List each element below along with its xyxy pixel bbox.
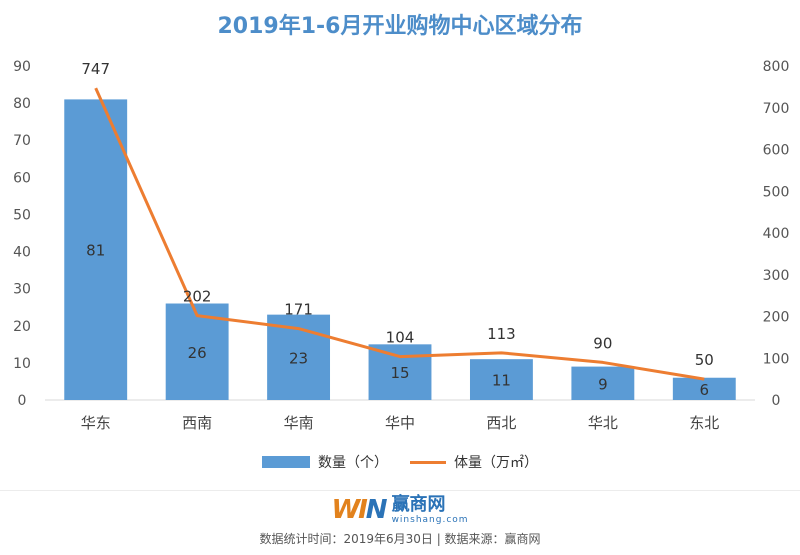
x-tick-label: 华中 [385, 414, 415, 432]
line-data-label: 104 [386, 329, 415, 347]
brand-logo: WIN 赢商网 winshang.com [0, 494, 800, 526]
bar-data-label: 81 [86, 242, 105, 260]
bar [64, 99, 128, 401]
line-data-label: 747 [81, 60, 110, 78]
chart-title: 2019年1-6月开业购物中心区域分布 [217, 14, 583, 39]
y-left-tick-label: 70 [13, 133, 31, 149]
y-left-tick-label: 90 [13, 59, 31, 75]
legend-swatch-line [410, 460, 446, 464]
y-right-tick-label: 800 [763, 59, 790, 75]
y-left-tick-label: 10 [13, 356, 31, 372]
y-right-tick-label: 0 [772, 393, 781, 409]
y-right-tick-label: 200 [763, 310, 790, 326]
x-tick-label: 华南 [284, 414, 314, 432]
y-left-tick-label: 60 [13, 170, 31, 186]
x-tick-label: 西南 [182, 414, 212, 432]
bar-data-label: 23 [289, 349, 308, 367]
legend-item-count: 数量（个） [262, 452, 388, 472]
line-data-label: 113 [487, 325, 516, 343]
bar-data-label: 6 [700, 381, 710, 399]
line-series [94, 87, 705, 381]
logo-subtitle: winshang.com [391, 515, 469, 525]
legend-item-area: 体量（万㎡） [410, 452, 538, 472]
y-left-tick-label: 30 [13, 282, 31, 298]
bar [672, 377, 736, 400]
legend: 数量（个） 体量（万㎡） [0, 452, 800, 472]
x-tick-label: 华北 [588, 414, 618, 432]
x-tick-label: 东北 [689, 414, 719, 432]
logo-mark-icon: WIN [331, 495, 387, 525]
y-right-tick-label: 500 [763, 184, 790, 200]
line-data-label: 171 [284, 301, 313, 319]
y-left-tick-label: 20 [13, 319, 31, 335]
bar [368, 344, 432, 400]
legend-label-count: 数量（个） [318, 455, 388, 471]
line-data-label: 202 [183, 288, 212, 306]
y-left-tick-label: 0 [18, 393, 27, 409]
y-right-tick-label: 300 [763, 268, 790, 284]
y-left-tick-label: 50 [13, 207, 31, 223]
bar [571, 366, 635, 400]
x-tick-label: 西北 [486, 414, 516, 432]
line-data-label: 50 [695, 351, 714, 369]
y-right-tick-label: 600 [763, 143, 790, 159]
bar-data-label: 26 [188, 344, 207, 362]
y-left-tick-label: 80 [13, 96, 31, 112]
bar-data-label: 15 [390, 364, 409, 382]
y-right-tick-label: 400 [763, 226, 790, 242]
bar-data-label: 9 [598, 375, 608, 393]
x-tick-label: 华东 [81, 414, 111, 432]
footer-note: 数据统计时间：2019年6月30日 | 数据来源：赢商网 [259, 532, 541, 546]
combo-chart: 0 10 20 30 40 50 60 70 80 90 0 100 200 300 400 500 600 70… [13, 59, 790, 432]
bar-data-label: 11 [492, 372, 511, 390]
line-data-label: 90 [593, 334, 612, 352]
legend-swatch-bar [262, 456, 310, 468]
y-right-tick-label: 100 [763, 351, 790, 367]
bar [469, 359, 533, 400]
y-left-tick-label: 40 [13, 245, 31, 261]
y-right-tick-label: 700 [763, 101, 790, 117]
legend-label-area: 体量（万㎡） [454, 455, 538, 471]
footer-divider [0, 490, 800, 491]
logo-name: 赢商网 [391, 494, 446, 515]
